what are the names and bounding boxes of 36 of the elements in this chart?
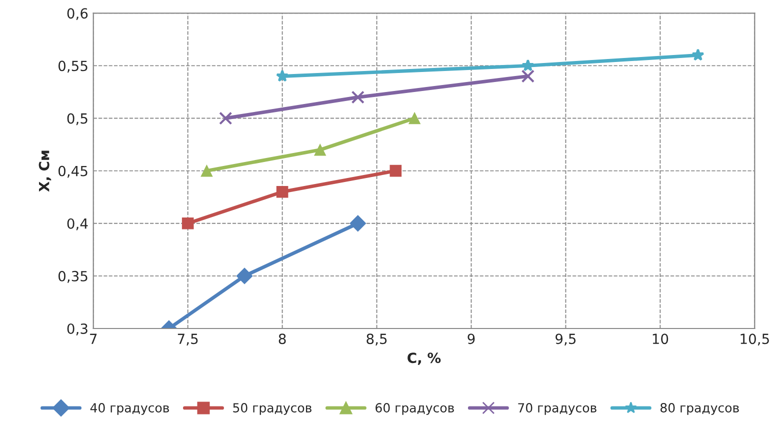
y-tick-label: 0,3 bbox=[67, 323, 88, 336]
y-tick-label: 0,5 bbox=[67, 113, 88, 126]
x-tick-label: 9,5 bbox=[556, 334, 576, 346]
point bbox=[200, 164, 213, 177]
x-tick-label: 8 bbox=[278, 334, 286, 344]
y-tick-label: 0,6 bbox=[67, 8, 88, 20]
x-tick-label: 10,5 bbox=[740, 334, 769, 346]
legend-label: 40 градусов bbox=[90, 403, 169, 415]
legend-label: 80 градусов bbox=[660, 403, 739, 415]
legend-label: 50 градусов bbox=[233, 403, 312, 415]
point bbox=[522, 59, 534, 72]
y-tick-label: 0,55 bbox=[58, 60, 88, 73]
point bbox=[276, 186, 288, 198]
y-axis-title: Х, См bbox=[38, 150, 52, 192]
point bbox=[276, 70, 289, 82]
point bbox=[350, 215, 366, 232]
point bbox=[408, 112, 420, 124]
point bbox=[351, 90, 364, 104]
legend-label: 60 градусов bbox=[376, 403, 454, 415]
x-tick-label: 8,5 bbox=[366, 334, 387, 346]
legend-label: 70 градусов bbox=[518, 403, 596, 415]
x-axis-title: С, % bbox=[408, 352, 441, 365]
point bbox=[390, 164, 402, 177]
point bbox=[521, 70, 535, 83]
y-tick-label: 0,4 bbox=[67, 218, 88, 230]
point bbox=[236, 268, 253, 284]
x-tick-label: 7,5 bbox=[178, 334, 198, 346]
y-tick-label: 0,35 bbox=[58, 270, 88, 283]
point bbox=[219, 112, 232, 125]
y-tick-label: 0,45 bbox=[58, 166, 88, 178]
point bbox=[692, 48, 704, 61]
x-tick-label: 9 bbox=[468, 334, 475, 344]
x-tick-label: 7 bbox=[90, 334, 97, 344]
point bbox=[182, 217, 194, 230]
x-tick-label: 10 bbox=[652, 334, 668, 344]
point bbox=[314, 144, 326, 156]
